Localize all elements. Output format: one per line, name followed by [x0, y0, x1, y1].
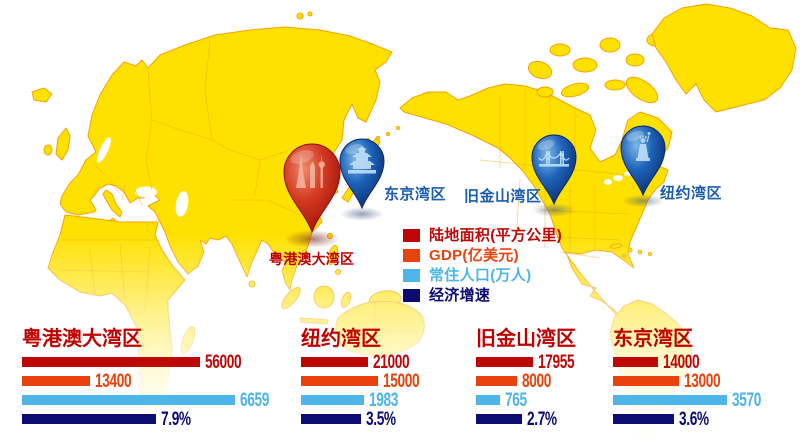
bar-value: 14000	[663, 351, 700, 373]
bar-population	[22, 395, 235, 405]
bar-growth	[22, 414, 156, 424]
bar-land	[476, 357, 533, 367]
bar-row-land: 14000	[613, 351, 772, 373]
pin-label-san-francisco-bay: 旧金山湾区	[464, 188, 542, 205]
bar-row-gdp: 8000	[476, 370, 588, 392]
legend-item-gdp: GDP(亿美元)	[403, 248, 562, 263]
bar-row-land: 56000	[22, 351, 280, 373]
bar-row-population: 1983	[301, 389, 433, 411]
bar-population	[301, 395, 364, 405]
bar-value: 1983	[369, 389, 399, 411]
bar-growth	[476, 414, 522, 424]
bar-row-gdp: 15000	[301, 370, 433, 392]
legend-item-growth: 经济增速	[403, 288, 562, 303]
bar-row-population: 6659	[22, 389, 280, 411]
greenland	[651, 3, 797, 113]
iceland	[31, 87, 53, 103]
chart-group-tokyo-bay: 东京湾区 14000 13000 3570 3.6%	[613, 328, 772, 433]
map-pin-tokyo-bay	[337, 136, 387, 229]
chart-group-greater-bay-area: 粤港澳大湾区 56000 13400 6659 7.9%	[22, 328, 280, 433]
bar-value: 6659	[240, 389, 270, 411]
bar-value: 3570	[732, 389, 762, 411]
bar-value: 17955	[538, 351, 575, 373]
legend-label: 陆地面积(平方公里)	[429, 227, 562, 244]
legend-label: 常住人口(万人)	[429, 267, 532, 284]
bar-value: 21000	[373, 351, 410, 373]
bar-value: 7.9%	[161, 408, 191, 430]
map-pin-san-francisco-bay	[529, 132, 579, 225]
italy	[102, 189, 123, 218]
pin-shadow	[622, 194, 664, 208]
legend: 陆地面积(平方公里) GDP(亿美元) 常住人口(万人) 经济增速	[403, 228, 562, 308]
bar-value: 56000	[205, 351, 242, 373]
bar-value: 3.6%	[679, 408, 709, 430]
bar-row-growth: 3.5%	[301, 408, 433, 430]
legend-label: GDP(亿美元)	[429, 247, 519, 264]
pin-label-tokyo-bay: 东京湾区	[384, 186, 447, 203]
chart-group-title: 粤港澳大湾区	[22, 328, 142, 350]
bar-value: 13400	[95, 370, 132, 392]
legend-label: 经济增速	[429, 287, 491, 304]
bar-row-growth: 7.9%	[22, 408, 280, 430]
bar-population	[613, 395, 727, 405]
bar-gdp	[476, 376, 517, 386]
bar-value: 765	[505, 389, 527, 411]
legend-item-population: 常住人口(万人)	[403, 268, 562, 283]
bar-value: 3.5%	[366, 408, 396, 430]
bar-row-growth: 2.7%	[476, 408, 588, 430]
legend-swatch-land	[403, 229, 420, 242]
bar-row-gdp: 13400	[22, 370, 280, 392]
pin-label-greater-bay-area: 粤港澳大湾区	[269, 251, 355, 267]
bar-row-population: 3570	[613, 389, 772, 411]
bar-growth	[613, 414, 674, 424]
bar-growth	[301, 414, 361, 424]
bar-land	[301, 357, 368, 367]
bar-value: 13000	[684, 370, 721, 392]
bar-gdp	[301, 376, 378, 386]
bar-row-population: 765	[476, 389, 588, 411]
bar-value: 8000	[522, 370, 552, 392]
bar-population	[476, 395, 500, 405]
bar-land	[22, 357, 200, 367]
bar-row-growth: 3.6%	[613, 408, 772, 430]
chart-group-new-york-bay: 纽约湾区 21000 15000 1983 3.5%	[301, 328, 433, 433]
uk	[55, 127, 71, 161]
chart-group-title: 纽约湾区	[301, 328, 381, 350]
chart-group-title: 旧金山湾区	[476, 328, 576, 350]
bar-value: 15000	[383, 370, 420, 392]
legend-swatch-population	[403, 269, 420, 282]
legend-swatch-gdp	[403, 249, 420, 262]
map-pin-greater-bay-area	[280, 140, 344, 255]
bar-row-land: 21000	[301, 351, 433, 373]
bar-gdp	[613, 376, 679, 386]
legend-item-land: 陆地面积(平方公里)	[403, 228, 562, 243]
pin-label-new-york-bay: 纽约湾区	[660, 185, 723, 202]
bar-gdp	[22, 376, 90, 386]
chart-group-san-francisco-bay: 旧金山湾区 17955 8000 765 2.7%	[476, 328, 588, 433]
bar-row-gdp: 13000	[613, 370, 772, 392]
bar-row-land: 17955	[476, 351, 588, 373]
chart-group-title: 东京湾区	[613, 328, 693, 350]
bar-value: 2.7%	[527, 408, 557, 430]
legend-swatch-growth	[403, 289, 420, 302]
bar-land	[613, 357, 658, 367]
